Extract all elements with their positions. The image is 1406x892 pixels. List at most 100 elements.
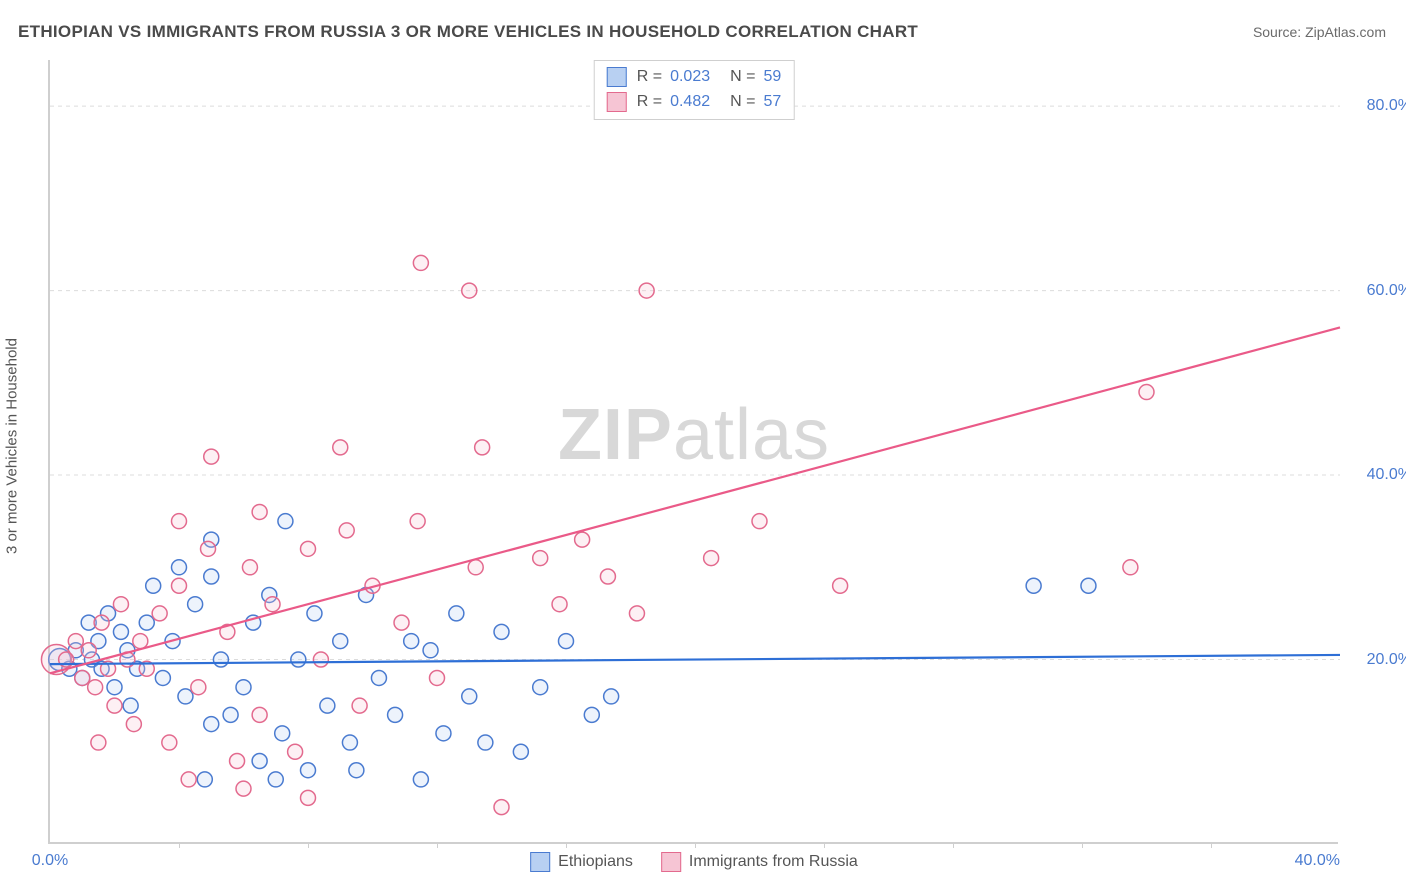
scatter-point xyxy=(204,717,219,732)
scatter-point xyxy=(107,698,122,713)
scatter-point xyxy=(423,643,438,658)
scatter-point xyxy=(155,670,170,685)
legend-row-russia: R = 0.482 N = 57 xyxy=(607,90,782,115)
x-minor-tick xyxy=(1211,842,1212,848)
scatter-point xyxy=(584,707,599,722)
chart-svg xyxy=(50,60,1338,842)
scatter-point xyxy=(468,560,483,575)
scatter-point xyxy=(449,606,464,621)
scatter-point xyxy=(533,680,548,695)
scatter-point xyxy=(278,514,293,529)
scatter-point xyxy=(236,680,251,695)
scatter-point xyxy=(349,763,364,778)
scatter-point xyxy=(494,800,509,815)
scatter-point xyxy=(436,726,451,741)
y-tick-label: 80.0% xyxy=(1342,97,1406,115)
scatter-point xyxy=(462,283,477,298)
scatter-point xyxy=(342,735,357,750)
x-minor-tick xyxy=(824,842,825,848)
scatter-point xyxy=(126,717,141,732)
r-value-ethiopians: 0.023 xyxy=(670,65,710,90)
scatter-point xyxy=(478,735,493,750)
legend-item-ethiopians: Ethiopians xyxy=(530,852,633,872)
scatter-point xyxy=(833,578,848,593)
source-attribution: Source: ZipAtlas.com xyxy=(1253,24,1386,40)
series-legend: Ethiopians Immigrants from Russia xyxy=(530,852,858,872)
scatter-point xyxy=(1123,560,1138,575)
scatter-point xyxy=(268,772,283,787)
scatter-point xyxy=(252,753,267,768)
scatter-point xyxy=(533,551,548,566)
n-label: N = xyxy=(730,90,755,115)
scatter-point xyxy=(301,763,316,778)
y-axis-label: 3 or more Vehicles in Household xyxy=(4,338,21,554)
scatter-point xyxy=(394,615,409,630)
scatter-point xyxy=(223,707,238,722)
scatter-point xyxy=(91,735,106,750)
legend-label-russia: Immigrants from Russia xyxy=(689,853,858,871)
y-tick-label: 60.0% xyxy=(1342,282,1406,300)
scatter-point xyxy=(75,670,90,685)
x-minor-tick xyxy=(695,842,696,848)
y-tick-label: 20.0% xyxy=(1342,651,1406,669)
x-minor-tick xyxy=(437,842,438,848)
scatter-point xyxy=(275,726,290,741)
x-minor-tick xyxy=(1082,842,1083,848)
r-label: R = xyxy=(637,90,662,115)
scatter-point xyxy=(188,597,203,612)
scatter-point xyxy=(88,680,103,695)
correlation-legend: R = 0.023 N = 59 R = 0.482 N = 57 xyxy=(594,60,795,120)
r-value-russia: 0.482 xyxy=(670,90,710,115)
scatter-point xyxy=(172,578,187,593)
y-tick-label: 40.0% xyxy=(1342,466,1406,484)
scatter-point xyxy=(291,652,306,667)
scatter-point xyxy=(410,514,425,529)
scatter-point xyxy=(181,772,196,787)
scatter-point xyxy=(172,560,187,575)
scatter-point xyxy=(339,523,354,538)
scatter-point xyxy=(371,670,386,685)
scatter-point xyxy=(178,689,193,704)
scatter-point xyxy=(230,753,245,768)
scatter-point xyxy=(146,578,161,593)
scatter-point xyxy=(152,606,167,621)
scatter-point xyxy=(213,652,228,667)
scatter-point xyxy=(113,624,128,639)
legend-item-russia: Immigrants from Russia xyxy=(661,852,858,872)
scatter-point xyxy=(81,643,96,658)
scatter-point xyxy=(301,541,316,556)
scatter-point xyxy=(204,449,219,464)
n-value-ethiopians: 59 xyxy=(763,65,781,90)
plot-area: ZIPatlas 20.0%40.0%60.0%80.0% 0.0%40.0% … xyxy=(48,60,1338,844)
scatter-point xyxy=(313,652,328,667)
scatter-point xyxy=(172,514,187,529)
scatter-point xyxy=(307,606,322,621)
scatter-point xyxy=(413,255,428,270)
swatch-russia xyxy=(607,92,627,112)
scatter-point xyxy=(236,781,251,796)
scatter-point xyxy=(575,532,590,547)
scatter-point xyxy=(430,670,445,685)
scatter-point xyxy=(704,551,719,566)
scatter-point xyxy=(252,707,267,722)
scatter-point xyxy=(94,615,109,630)
scatter-point xyxy=(462,689,477,704)
scatter-point xyxy=(388,707,403,722)
scatter-point xyxy=(604,689,619,704)
scatter-point xyxy=(133,634,148,649)
scatter-point xyxy=(204,569,219,584)
legend-row-ethiopians: R = 0.023 N = 59 xyxy=(607,65,782,90)
scatter-point xyxy=(107,680,122,695)
r-label: R = xyxy=(637,65,662,90)
x-tick-label: 40.0% xyxy=(1295,852,1340,870)
scatter-point xyxy=(352,698,367,713)
scatter-point xyxy=(68,634,83,649)
scatter-point xyxy=(1026,578,1041,593)
scatter-point xyxy=(252,504,267,519)
swatch-ethiopians xyxy=(607,67,627,87)
scatter-points xyxy=(41,255,1154,814)
n-label: N = xyxy=(730,65,755,90)
scatter-point xyxy=(162,735,177,750)
trend-line xyxy=(50,327,1340,673)
scatter-point xyxy=(301,790,316,805)
